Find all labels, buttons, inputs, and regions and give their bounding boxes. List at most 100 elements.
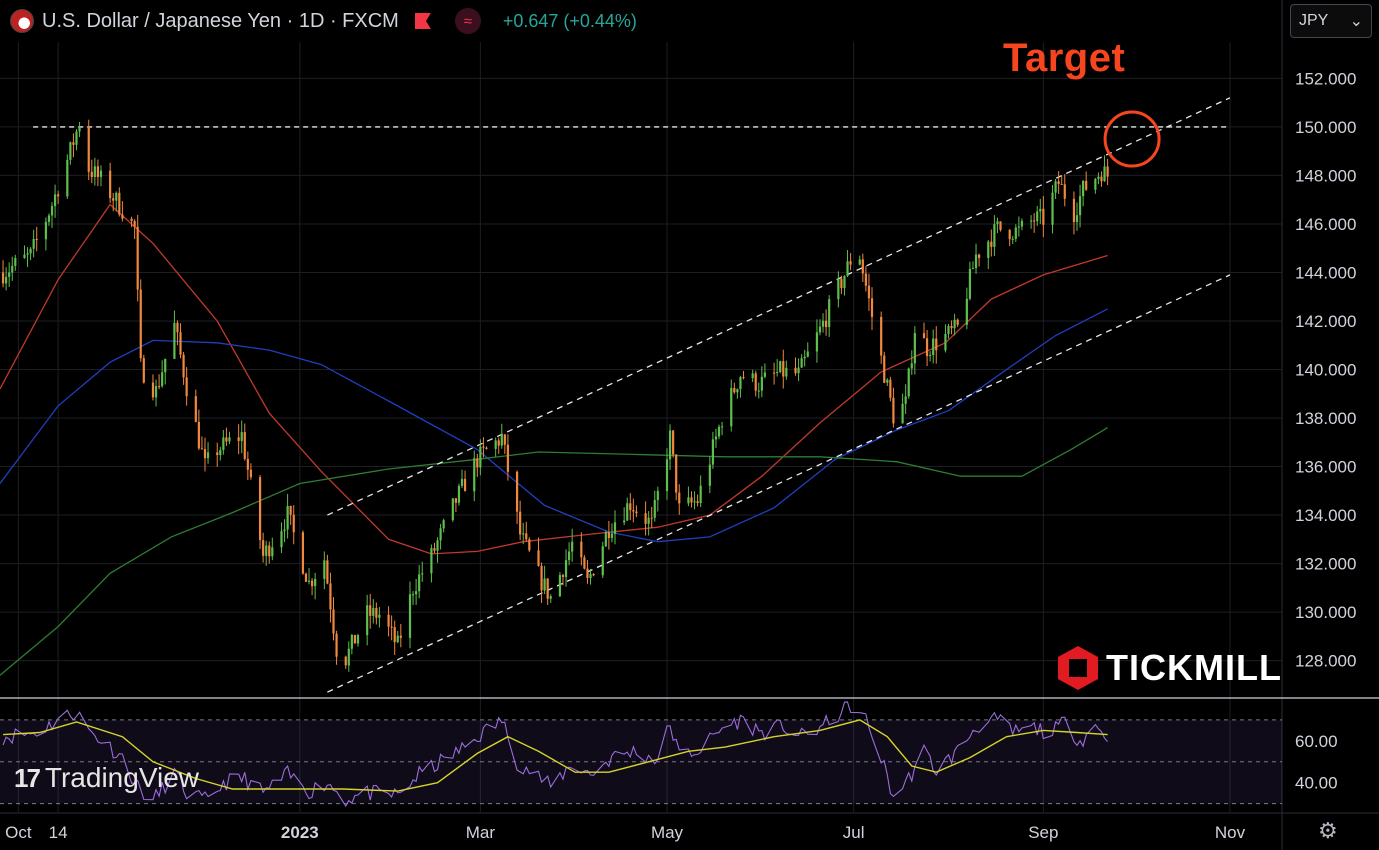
candle-body: [375, 607, 378, 618]
candle-body: [846, 261, 849, 276]
candle-body: [537, 550, 540, 566]
candle-body: [249, 469, 252, 478]
candle-body: [500, 434, 503, 446]
candle-body: [75, 131, 78, 145]
chart-header: U.S. Dollar / Japanese Yen · 1D · FXCM ≈…: [0, 0, 637, 42]
y-tick-label: 138.000: [1295, 409, 1356, 428]
candle-body: [350, 634, 353, 649]
candle-body: [779, 361, 782, 372]
rsi-tick-label: 40.00: [1295, 774, 1338, 793]
currency-value: JPY: [1299, 12, 1329, 29]
candle-body: [430, 548, 433, 574]
candle-body: [821, 320, 825, 327]
candle-body: [289, 505, 292, 515]
candle-body: [558, 575, 562, 597]
candle-body: [971, 268, 975, 270]
candle-body: [240, 432, 243, 441]
y-tick-label: 140.000: [1295, 361, 1356, 380]
candle-body: [408, 594, 412, 638]
candle-body: [14, 257, 17, 266]
candle-body: [733, 388, 736, 393]
tradingview-wordmark: TradingView: [44, 762, 200, 793]
candle-body: [1060, 183, 1063, 185]
symbol-title[interactable]: U.S. Dollar / Japanese Yen · 1D · FXCM: [42, 9, 399, 32]
candle-body: [690, 497, 693, 503]
candle-body: [314, 578, 317, 587]
usd-jpy-flag-icon: [10, 9, 34, 33]
candle-body: [99, 170, 103, 177]
candle-body: [696, 501, 699, 504]
candle-body: [151, 382, 155, 398]
candle-body: [130, 218, 133, 222]
candle-body: [271, 547, 274, 557]
candle-body: [1094, 178, 1097, 190]
candle-body: [672, 430, 675, 455]
target-label: Target: [1003, 36, 1126, 80]
candle-body: [1039, 208, 1042, 212]
candle-body: [910, 363, 913, 369]
candle-body: [653, 499, 656, 518]
candle-body: [883, 355, 886, 383]
indicator-wave-icon[interactable]: ≈: [454, 8, 481, 34]
candle-body: [142, 358, 145, 383]
candle-body: [1085, 180, 1088, 190]
settings-gear-icon[interactable]: ⚙: [1318, 818, 1338, 843]
candle-body: [219, 449, 222, 456]
candle-body: [494, 440, 497, 449]
candle-body: [442, 520, 445, 529]
candle-body: [173, 322, 176, 359]
candle-body: [332, 609, 335, 634]
candle-body: [977, 254, 981, 258]
candle-body: [543, 578, 546, 591]
candle-body: [369, 605, 372, 616]
candle-body: [222, 437, 225, 450]
candle-body: [1033, 220, 1036, 222]
tradingview-mark-icon: 17: [14, 762, 41, 793]
candle-body: [610, 533, 614, 539]
candle-body: [121, 214, 124, 219]
candle-body: [880, 316, 883, 356]
rsi-line: [2, 701, 1109, 808]
candle-body: [818, 326, 822, 333]
candle-body: [754, 373, 757, 391]
candle-body: [225, 437, 228, 442]
x-tick-label: May: [651, 823, 684, 842]
candle-body: [763, 372, 767, 377]
candle-body: [1057, 181, 1060, 184]
candle-body: [1103, 166, 1106, 182]
candle-body: [44, 221, 47, 240]
candle-body: [387, 614, 390, 627]
candle-body: [53, 194, 57, 207]
candle-body: [310, 580, 314, 587]
candle-body: [825, 320, 828, 328]
candle-body: [378, 614, 381, 618]
candle-body: [216, 452, 219, 456]
candle-body: [644, 513, 647, 524]
candle-body: [840, 278, 843, 289]
candle-body: [586, 568, 589, 579]
candle-body: [292, 514, 295, 533]
candle-body: [200, 448, 204, 450]
candle-body: [158, 386, 161, 388]
candle-body: [194, 396, 197, 422]
candle-body: [519, 511, 522, 535]
candle-body: [999, 221, 1002, 230]
candle-body: [993, 224, 996, 247]
x-tick-label: Sep: [1028, 823, 1058, 842]
candle-body: [228, 437, 231, 442]
candle-body: [460, 478, 464, 486]
price-change: +0.647 (+0.44%): [502, 10, 637, 31]
candle-body: [668, 430, 672, 460]
candle-body: [736, 389, 739, 393]
candle-body: [161, 372, 164, 387]
y-tick-label: 142.000: [1295, 312, 1356, 331]
candle-body: [515, 471, 519, 512]
x-tick-label: Oct: [5, 823, 32, 842]
candle-body: [1063, 184, 1066, 199]
candle-body: [109, 170, 112, 199]
tradingview-logo: 17 TradingView: [14, 762, 199, 794]
candle-body: [69, 142, 72, 160]
currency-select[interactable]: JPY ⌄: [1290, 4, 1372, 38]
candle-body: [8, 272, 11, 277]
